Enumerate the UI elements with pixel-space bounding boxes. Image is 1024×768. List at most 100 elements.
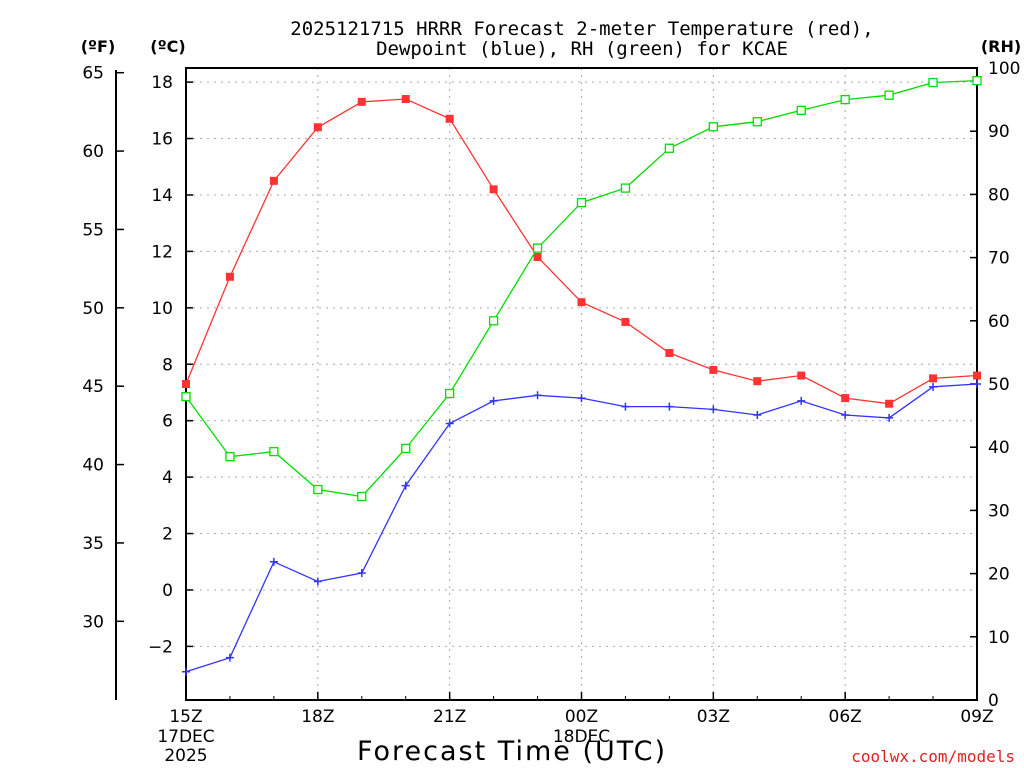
chart-title-line-1: 2025121715 HRRR Forecast 2-meter Tempera… bbox=[290, 18, 873, 40]
temperature-point bbox=[445, 114, 454, 123]
temperature-point bbox=[973, 371, 981, 380]
celsius-tick-label: 14 bbox=[151, 186, 173, 206]
rh-tick-label: 20 bbox=[988, 565, 1010, 585]
fahrenheit-tick-label: 45 bbox=[82, 377, 104, 397]
rh-point bbox=[972, 75, 982, 86]
x-axis-label: Forecast Time (UTC) bbox=[357, 736, 667, 767]
rh-unit-label: (RH) bbox=[981, 37, 1021, 56]
temperature-point bbox=[225, 272, 234, 281]
temperature-point bbox=[885, 399, 894, 408]
dewpoint-point bbox=[973, 380, 981, 388]
temperature-point bbox=[357, 97, 366, 106]
dewpoint-point bbox=[445, 419, 454, 428]
dewpoint-point bbox=[929, 382, 938, 391]
fahrenheit-tick-label: 60 bbox=[82, 142, 104, 162]
dewpoint-point bbox=[533, 391, 542, 400]
rh-point bbox=[488, 316, 499, 326]
rh-point bbox=[532, 243, 543, 253]
dewpoint-point bbox=[182, 667, 190, 676]
celsius-tick-label: −2 bbox=[148, 637, 173, 657]
temperature-point bbox=[665, 348, 674, 357]
temperature-point bbox=[533, 253, 542, 262]
x-tick-sublabel: 18DEC bbox=[553, 727, 610, 747]
temperature-point bbox=[489, 185, 498, 194]
x-tick-label: 03Z bbox=[697, 707, 730, 727]
x-tick-label: 21Z bbox=[433, 707, 466, 727]
dewpoint-point bbox=[841, 411, 850, 420]
fahrenheit-tick-label: 40 bbox=[82, 456, 104, 476]
celsius-tick-label: 6 bbox=[162, 412, 173, 432]
axis-layer: −2 0 2 4 6 8 10 12 14 16 18 30 35 40 45 50 55 60 65 0 10 20 30… bbox=[82, 59, 1020, 766]
dewpoint-point bbox=[577, 394, 586, 403]
grid-layer bbox=[185, 68, 978, 700]
rh-tick-label: 70 bbox=[988, 249, 1010, 269]
rh-point bbox=[445, 388, 455, 399]
celsius-tick-label: 16 bbox=[151, 130, 173, 150]
temperature-point bbox=[929, 374, 938, 383]
fahrenheit-tick-label: 35 bbox=[82, 534, 104, 554]
temperature-point bbox=[841, 394, 850, 403]
temperature-point bbox=[313, 123, 322, 132]
x-tick-sublabel: 17DEC bbox=[157, 727, 214, 747]
celsius-unit-label: (ºC) bbox=[150, 37, 185, 56]
rh-point bbox=[752, 117, 762, 127]
temperature-point bbox=[753, 377, 762, 386]
rh-point bbox=[401, 443, 411, 454]
dewpoint-point bbox=[357, 569, 366, 578]
dewpoint-point bbox=[621, 402, 630, 411]
temperature-point bbox=[401, 95, 410, 104]
rh-tick-label: 50 bbox=[988, 375, 1010, 395]
celsius-tick-label: 2 bbox=[162, 525, 173, 545]
rh-tick-label: 10 bbox=[988, 628, 1010, 648]
dewpoint-point bbox=[753, 411, 762, 420]
fahrenheit-unit-label: (ºF) bbox=[81, 37, 116, 56]
x-tick-label: 09Z bbox=[960, 707, 993, 727]
temperature-point bbox=[182, 380, 190, 388]
dewpoint-point bbox=[885, 413, 894, 422]
temperature-point bbox=[709, 365, 718, 374]
rh-point bbox=[884, 90, 894, 100]
rh-point bbox=[708, 122, 718, 132]
rh-point bbox=[225, 452, 235, 462]
celsius-tick-label: 18 bbox=[151, 73, 173, 93]
fahrenheit-tick-label: 65 bbox=[82, 64, 104, 84]
rh-point bbox=[664, 143, 675, 153]
temperature-point bbox=[797, 371, 806, 380]
celsius-tick-label: 8 bbox=[162, 355, 173, 375]
dewpoint-point bbox=[665, 402, 674, 411]
rh-tick-label: 90 bbox=[988, 122, 1010, 142]
rh-tick-label: 0 bbox=[988, 691, 999, 711]
rh-point bbox=[796, 105, 806, 115]
dewpoint-point bbox=[269, 557, 278, 566]
x-tick-sublabel: 2025 bbox=[164, 746, 207, 766]
dewpoint-point bbox=[225, 653, 234, 662]
rh-point bbox=[840, 94, 850, 105]
x-tick-label: 15Z bbox=[169, 707, 202, 727]
rh-point bbox=[928, 77, 938, 88]
rh-tick-label: 80 bbox=[988, 185, 1010, 205]
rh-tick-label: 100 bbox=[988, 59, 1020, 79]
rh-point bbox=[620, 183, 631, 193]
rh-point bbox=[357, 491, 367, 502]
celsius-tick-label: 4 bbox=[162, 468, 173, 488]
dewpoint-point bbox=[313, 577, 322, 586]
dewpoint-point bbox=[489, 396, 498, 405]
rh-point bbox=[269, 446, 279, 457]
watermark: coolwx.com/models bbox=[851, 747, 1015, 766]
x-tick-label: 00Z bbox=[565, 707, 598, 727]
temperature-point bbox=[621, 317, 630, 326]
fahrenheit-tick-label: 50 bbox=[82, 299, 104, 319]
temperature-point bbox=[269, 176, 278, 185]
x-tick-label: 06Z bbox=[829, 707, 862, 727]
celsius-tick-label: 10 bbox=[151, 299, 173, 319]
series-layer bbox=[181, 75, 982, 676]
rh-point bbox=[576, 197, 587, 208]
dewpoint-point bbox=[797, 396, 806, 405]
rh-point bbox=[313, 484, 323, 495]
chart-title-line-2: Dewpoint (blue), RH (green) for KCAE bbox=[376, 38, 788, 60]
dewpoint-point bbox=[401, 481, 410, 490]
fahrenheit-tick-label: 55 bbox=[82, 220, 104, 240]
x-tick-label: 18Z bbox=[301, 707, 334, 727]
rh-tick-label: 40 bbox=[988, 438, 1010, 458]
